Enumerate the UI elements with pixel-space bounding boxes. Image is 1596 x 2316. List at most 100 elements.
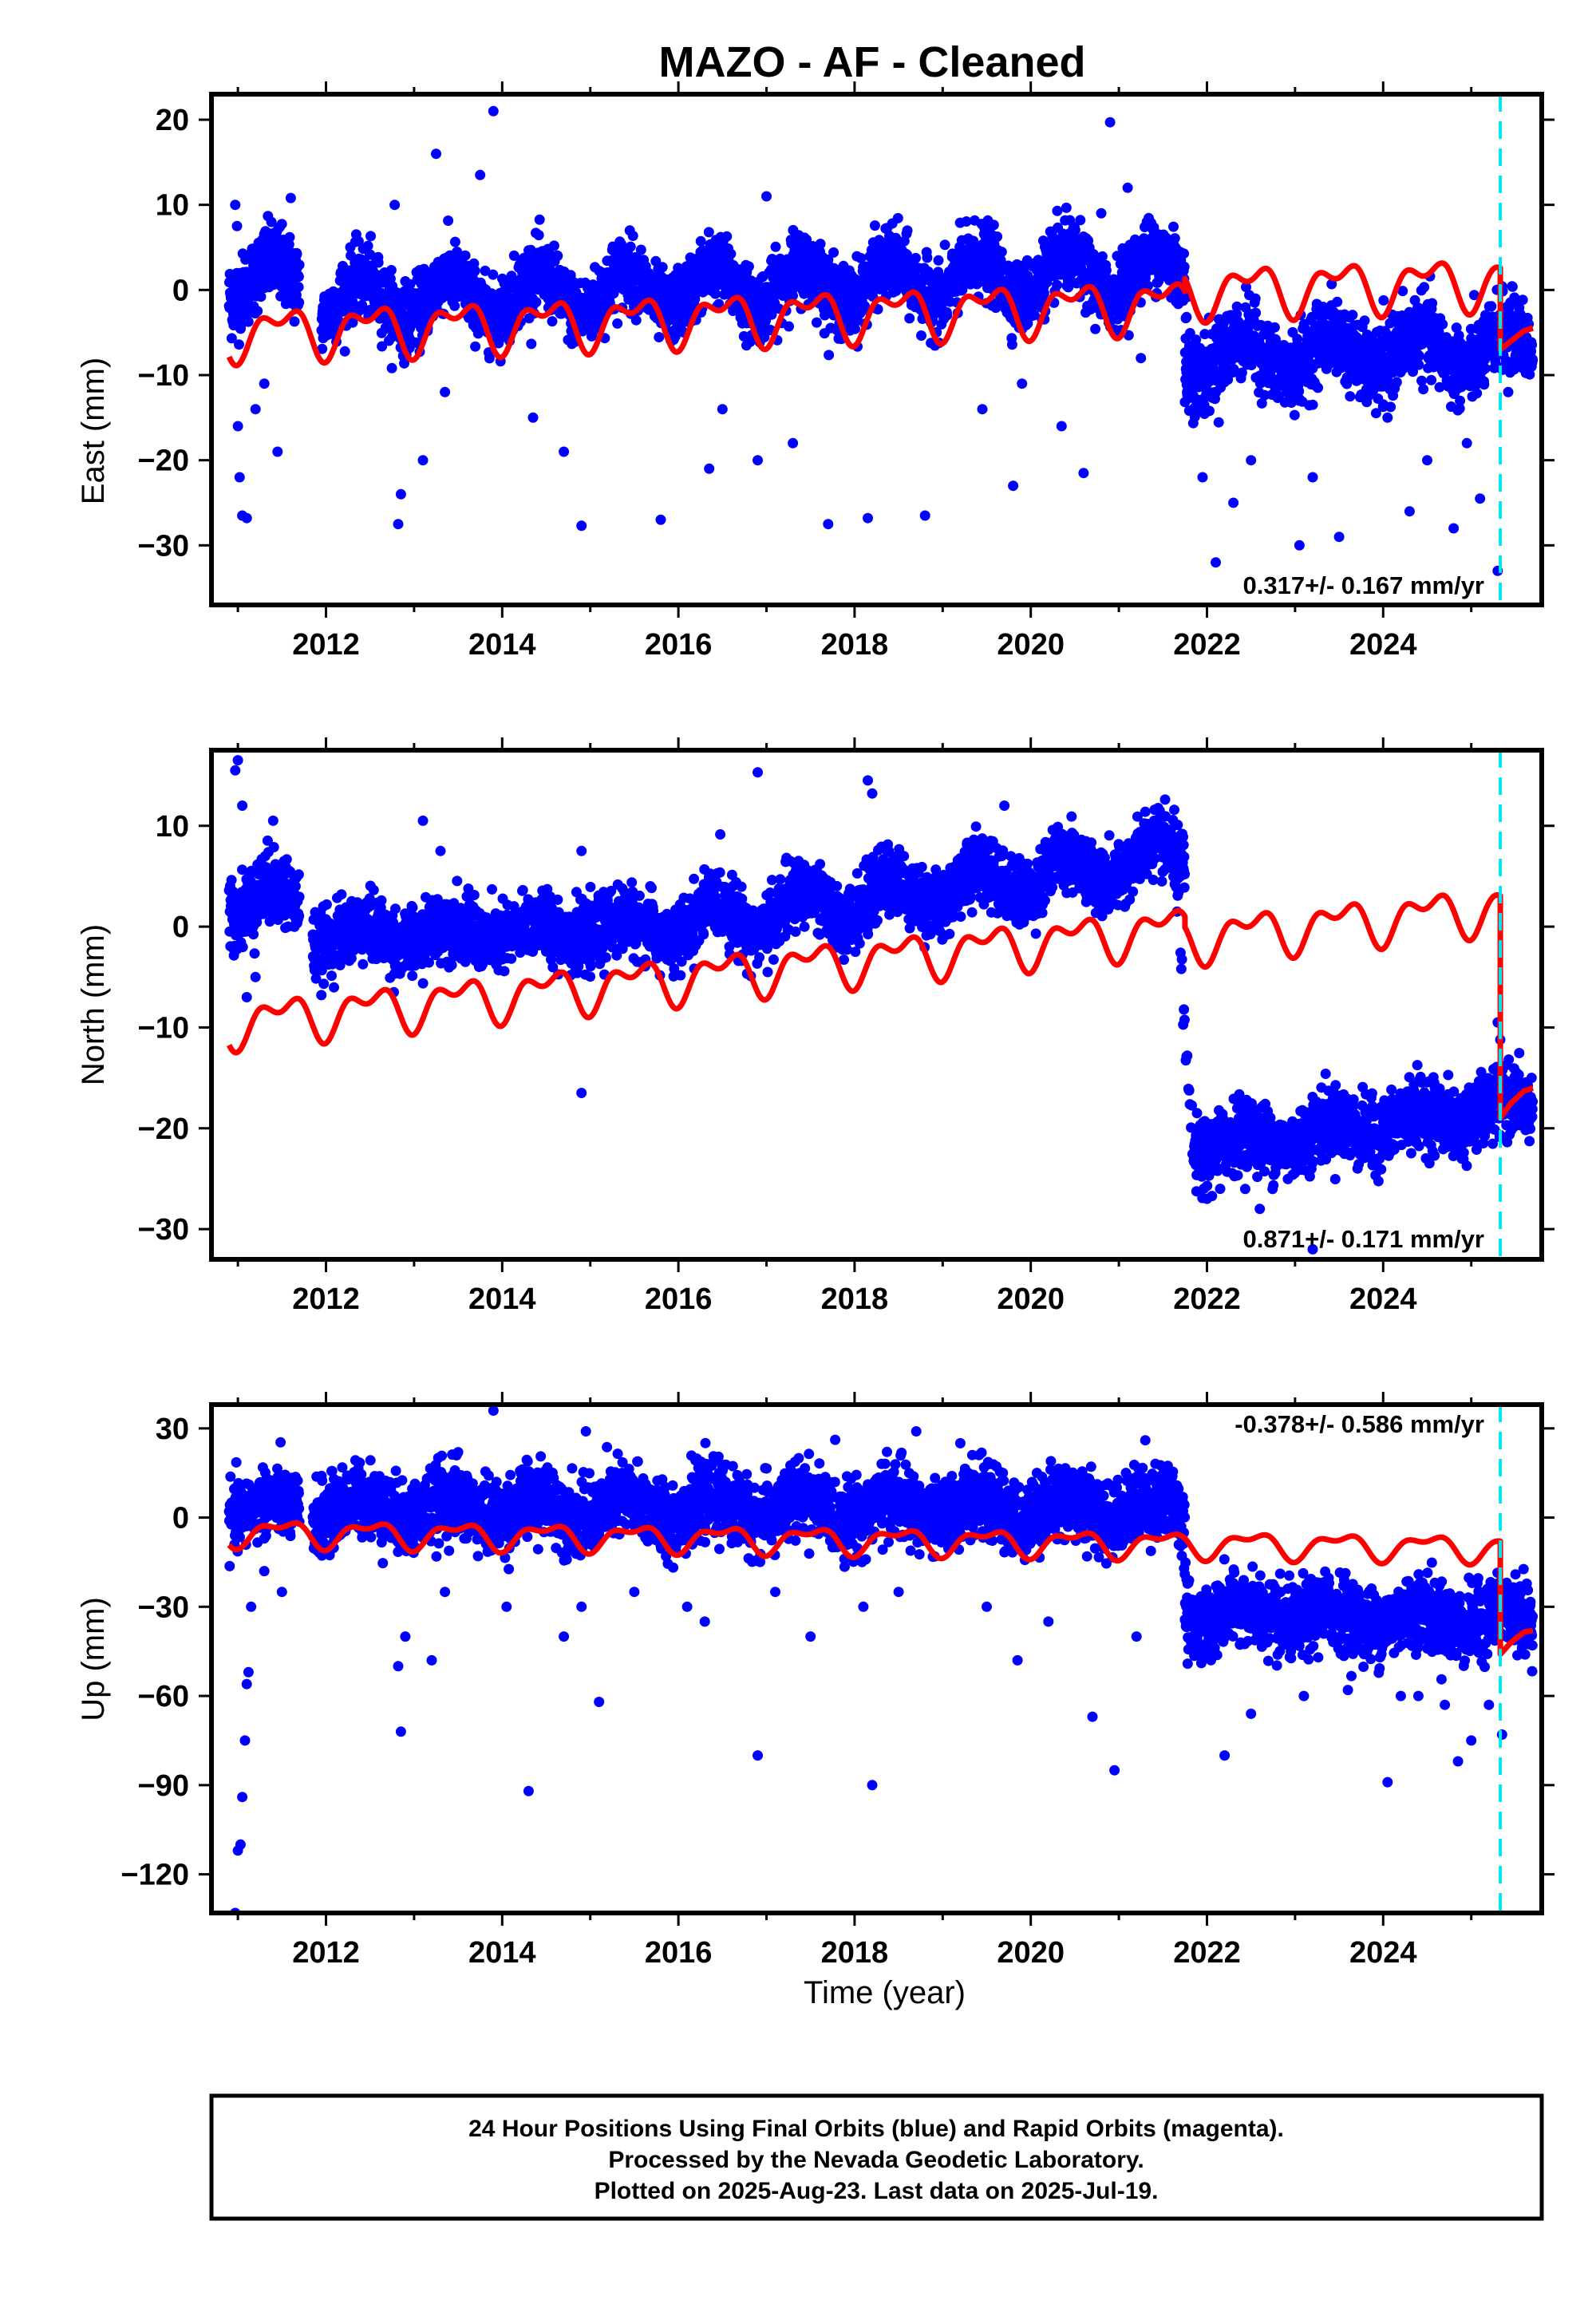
data-point bbox=[1100, 265, 1112, 276]
outlier-point bbox=[1136, 353, 1147, 364]
data-point bbox=[339, 346, 350, 357]
data-point bbox=[815, 239, 826, 250]
x-tick-label: 2012 bbox=[292, 628, 360, 662]
outlier-point bbox=[475, 169, 486, 180]
data-point bbox=[1479, 363, 1491, 374]
outlier-point bbox=[977, 404, 988, 415]
outlier-point bbox=[234, 472, 245, 483]
outlier-point bbox=[1246, 455, 1257, 466]
data-point bbox=[362, 240, 373, 251]
outlier-point bbox=[1422, 455, 1432, 466]
outlier-point bbox=[440, 386, 451, 397]
data-point bbox=[1378, 294, 1389, 306]
data-point bbox=[443, 215, 454, 226]
panels: 2012 2014 2016 2018 2020 2022 2024−30−20−10010… bbox=[76, 81, 1555, 2010]
data-point bbox=[266, 216, 277, 227]
data-point bbox=[449, 300, 460, 311]
data-point bbox=[1075, 215, 1086, 226]
outlier-point bbox=[576, 520, 587, 532]
data-point bbox=[1426, 374, 1437, 385]
data-point bbox=[526, 338, 537, 350]
plot-area-east bbox=[223, 94, 1539, 605]
data-point bbox=[612, 318, 623, 329]
data-point bbox=[1250, 293, 1261, 304]
data-point bbox=[869, 220, 880, 231]
x-tick-label: 2024 bbox=[1349, 628, 1417, 662]
data-point bbox=[365, 231, 376, 242]
y-axis-label-east: East (mm) bbox=[76, 358, 111, 504]
data-point bbox=[1307, 399, 1318, 410]
data-point bbox=[357, 299, 368, 310]
data-point bbox=[1175, 247, 1186, 258]
outlier-point bbox=[417, 455, 429, 466]
data-point bbox=[399, 358, 409, 369]
y-tick-label: 0 bbox=[172, 274, 189, 307]
data-point bbox=[1359, 315, 1370, 326]
data-point bbox=[892, 212, 903, 223]
data-point bbox=[630, 314, 642, 326]
data-point bbox=[317, 343, 328, 354]
data-point bbox=[460, 250, 471, 261]
y-tick-label: 20 bbox=[156, 104, 189, 137]
data-point bbox=[470, 341, 481, 352]
data-point bbox=[635, 244, 646, 255]
outlier-point bbox=[1333, 532, 1345, 543]
outlier-point bbox=[1211, 557, 1221, 568]
data-point bbox=[1347, 310, 1358, 321]
velocity-annotation-east: 0.317+/- 0.167 mm/yr bbox=[1243, 571, 1484, 599]
data-point bbox=[1052, 205, 1063, 216]
outlier-point bbox=[259, 378, 270, 389]
outlier-point bbox=[1017, 378, 1028, 389]
data-point bbox=[695, 235, 706, 247]
x-tick-label: 2020 bbox=[997, 628, 1065, 662]
y-tick-label: −30 bbox=[138, 529, 189, 563]
outlier-point bbox=[1122, 182, 1133, 193]
panel-east: 2012 2014 2016 2018 2020 2022 2024−30−20−10010… bbox=[76, 81, 1555, 662]
outlier-point bbox=[1078, 468, 1089, 479]
data-point bbox=[255, 291, 267, 302]
outlier-point bbox=[1404, 506, 1415, 517]
outlier-point bbox=[1056, 421, 1067, 432]
data-point bbox=[608, 288, 619, 299]
data-point bbox=[1507, 281, 1518, 292]
outlier-point bbox=[395, 488, 406, 500]
outlier-point bbox=[272, 446, 283, 457]
data-point bbox=[276, 219, 287, 230]
data-point bbox=[933, 255, 944, 266]
data-point bbox=[627, 231, 638, 241]
outlier-point bbox=[753, 455, 763, 466]
x-tick-label: 2018 bbox=[821, 628, 889, 662]
data-point bbox=[1419, 282, 1430, 293]
data-point bbox=[1527, 339, 1538, 350]
y-tick-label: −10 bbox=[138, 359, 189, 393]
data-point bbox=[1061, 202, 1072, 213]
data-point bbox=[226, 333, 237, 344]
data-point bbox=[1391, 377, 1402, 388]
data-point bbox=[1181, 311, 1192, 322]
data-point bbox=[531, 297, 542, 307]
data-point bbox=[294, 259, 305, 271]
outlier-point bbox=[823, 519, 834, 530]
data-point bbox=[1184, 328, 1195, 338]
data-point bbox=[770, 241, 781, 252]
data-point bbox=[992, 231, 1003, 242]
data-point bbox=[1313, 382, 1323, 393]
data-point bbox=[1052, 279, 1063, 290]
data-point bbox=[1414, 350, 1424, 362]
data-point bbox=[939, 239, 950, 251]
data-point bbox=[1527, 354, 1539, 366]
data-point bbox=[1190, 366, 1201, 377]
data-point bbox=[1437, 318, 1448, 330]
outlier-point bbox=[241, 512, 252, 524]
data-point bbox=[237, 942, 248, 953]
outlier-point bbox=[1104, 117, 1116, 128]
data-point bbox=[484, 353, 495, 364]
data-point bbox=[293, 282, 304, 293]
data-point bbox=[824, 350, 835, 361]
data-point bbox=[1385, 401, 1396, 413]
outlier-point bbox=[1294, 539, 1305, 551]
outlier-point bbox=[655, 514, 666, 525]
outlier-point bbox=[1503, 386, 1514, 397]
outlier-point bbox=[488, 105, 499, 117]
